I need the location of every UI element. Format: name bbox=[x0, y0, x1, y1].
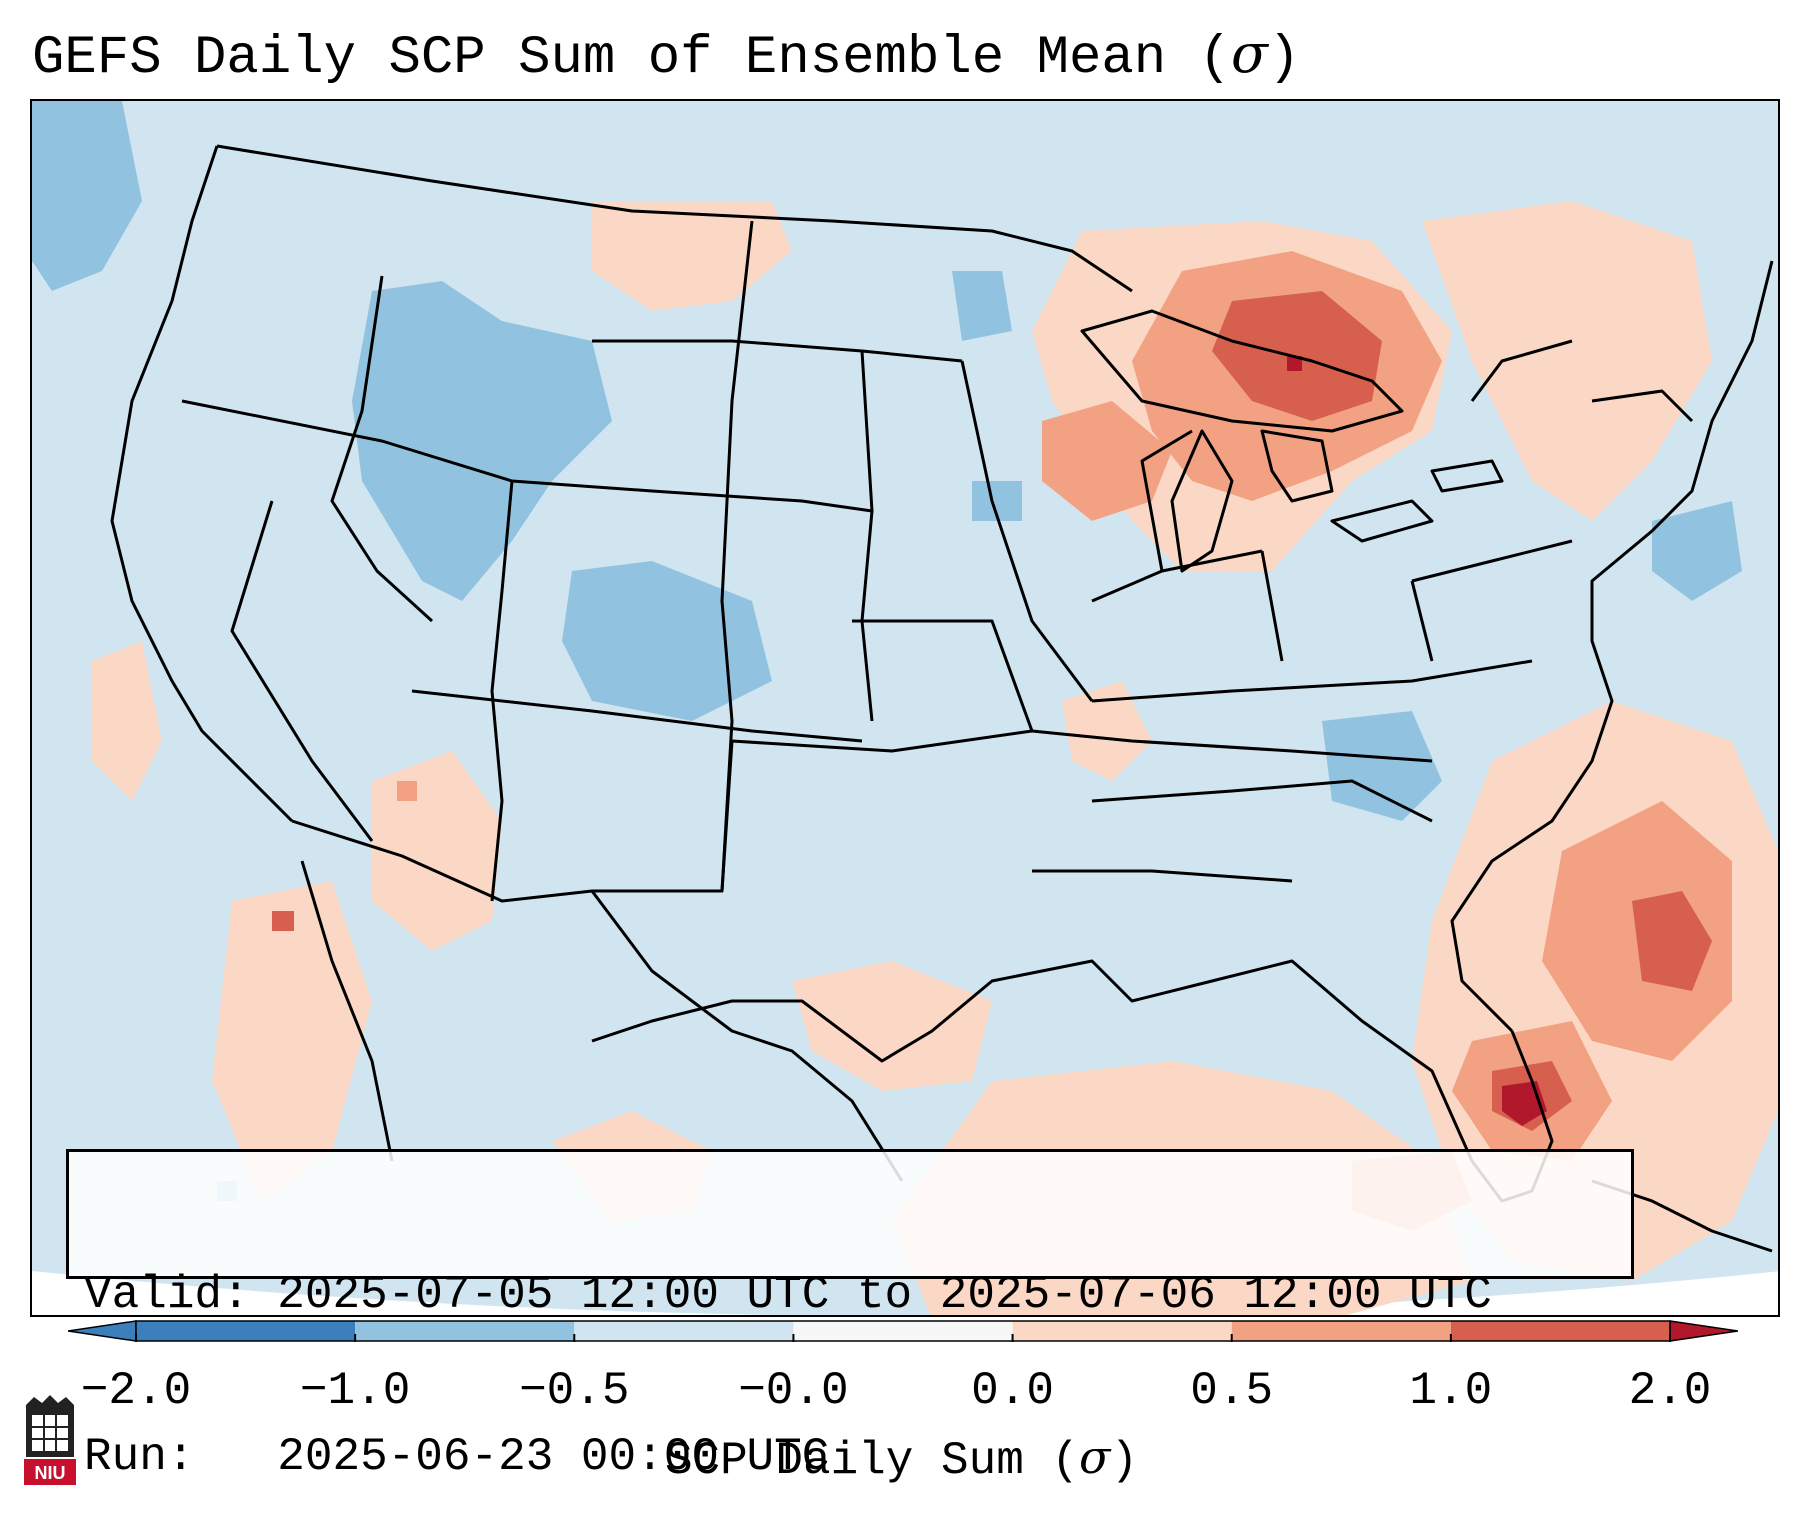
west-coast bbox=[110, 145, 294, 823]
map-panel bbox=[30, 99, 1780, 1317]
valid-label: Valid: bbox=[84, 1269, 250, 1321]
run-row: Run: 2025-06-23 00:00 UTC bbox=[84, 1430, 1631, 1484]
lake-huron bbox=[1260, 429, 1334, 503]
svg-text:NIU: NIU bbox=[35, 1463, 66, 1483]
anomaly-negative bbox=[32, 101, 1742, 1201]
niu-logo: NIU bbox=[24, 1395, 76, 1485]
colorbar-tick-label: −0.0 bbox=[738, 1365, 849, 1417]
anomaly-high-positive bbox=[272, 291, 1712, 1131]
colorbar-segment bbox=[355, 1321, 575, 1341]
lake-ontario bbox=[1430, 459, 1504, 493]
colorbar-segment bbox=[1012, 1321, 1232, 1341]
run-label: Run: bbox=[84, 1431, 195, 1483]
colorbar-tick-label: 0.0 bbox=[971, 1365, 1054, 1417]
colorbar-tick-label: 1.0 bbox=[1409, 1365, 1493, 1417]
colorbar-segment bbox=[574, 1321, 794, 1341]
us-canada-border bbox=[216, 144, 1133, 293]
valid-row: Valid: 2025-07-05 12:00 UTC to 2025-07-0… bbox=[84, 1268, 1631, 1322]
map-svg bbox=[32, 101, 1778, 1315]
colorbar-tick-label: −0.5 bbox=[519, 1365, 630, 1417]
colorbar-tick-label: −2.0 bbox=[80, 1365, 192, 1417]
colorbar-extend-min bbox=[68, 1320, 137, 1342]
east-coast bbox=[1450, 260, 1774, 1033]
colorbar-tick-label: 0.5 bbox=[1190, 1365, 1274, 1417]
colorbar-extend-max bbox=[1669, 1320, 1738, 1342]
colorbar-segment bbox=[1231, 1321, 1451, 1341]
valid-run-info-box: Valid: 2025-07-05 12:00 UTC to 2025-07-0… bbox=[66, 1149, 1634, 1483]
lake-erie bbox=[1330, 499, 1434, 543]
colorbar-segment bbox=[136, 1321, 356, 1341]
valid-value: 2025-07-05 12:00 UTC to 2025-07-06 12:00… bbox=[277, 1269, 1492, 1321]
mexico-border bbox=[291, 819, 904, 1182]
colorbar bbox=[68, 1320, 1738, 1342]
colorbar-tick-label: 2.0 bbox=[1628, 1365, 1712, 1417]
colorbar-segment bbox=[1450, 1321, 1670, 1341]
chart-title: GEFS Daily SCP Sum of Ensemble Mean (σ) bbox=[32, 22, 1301, 89]
borders bbox=[110, 144, 1774, 1253]
projection-edge bbox=[32, 1271, 1778, 1315]
colorbar-label: SCP Daily Sum (σ) bbox=[664, 1430, 1139, 1487]
colorbar-tick-label: −1.0 bbox=[299, 1365, 411, 1417]
run-value: 2025-06-23 00:00 UTC bbox=[277, 1431, 830, 1483]
colorbar-segment bbox=[793, 1321, 1013, 1341]
lake-michigan bbox=[1170, 429, 1234, 573]
lake-superior bbox=[1080, 309, 1404, 433]
